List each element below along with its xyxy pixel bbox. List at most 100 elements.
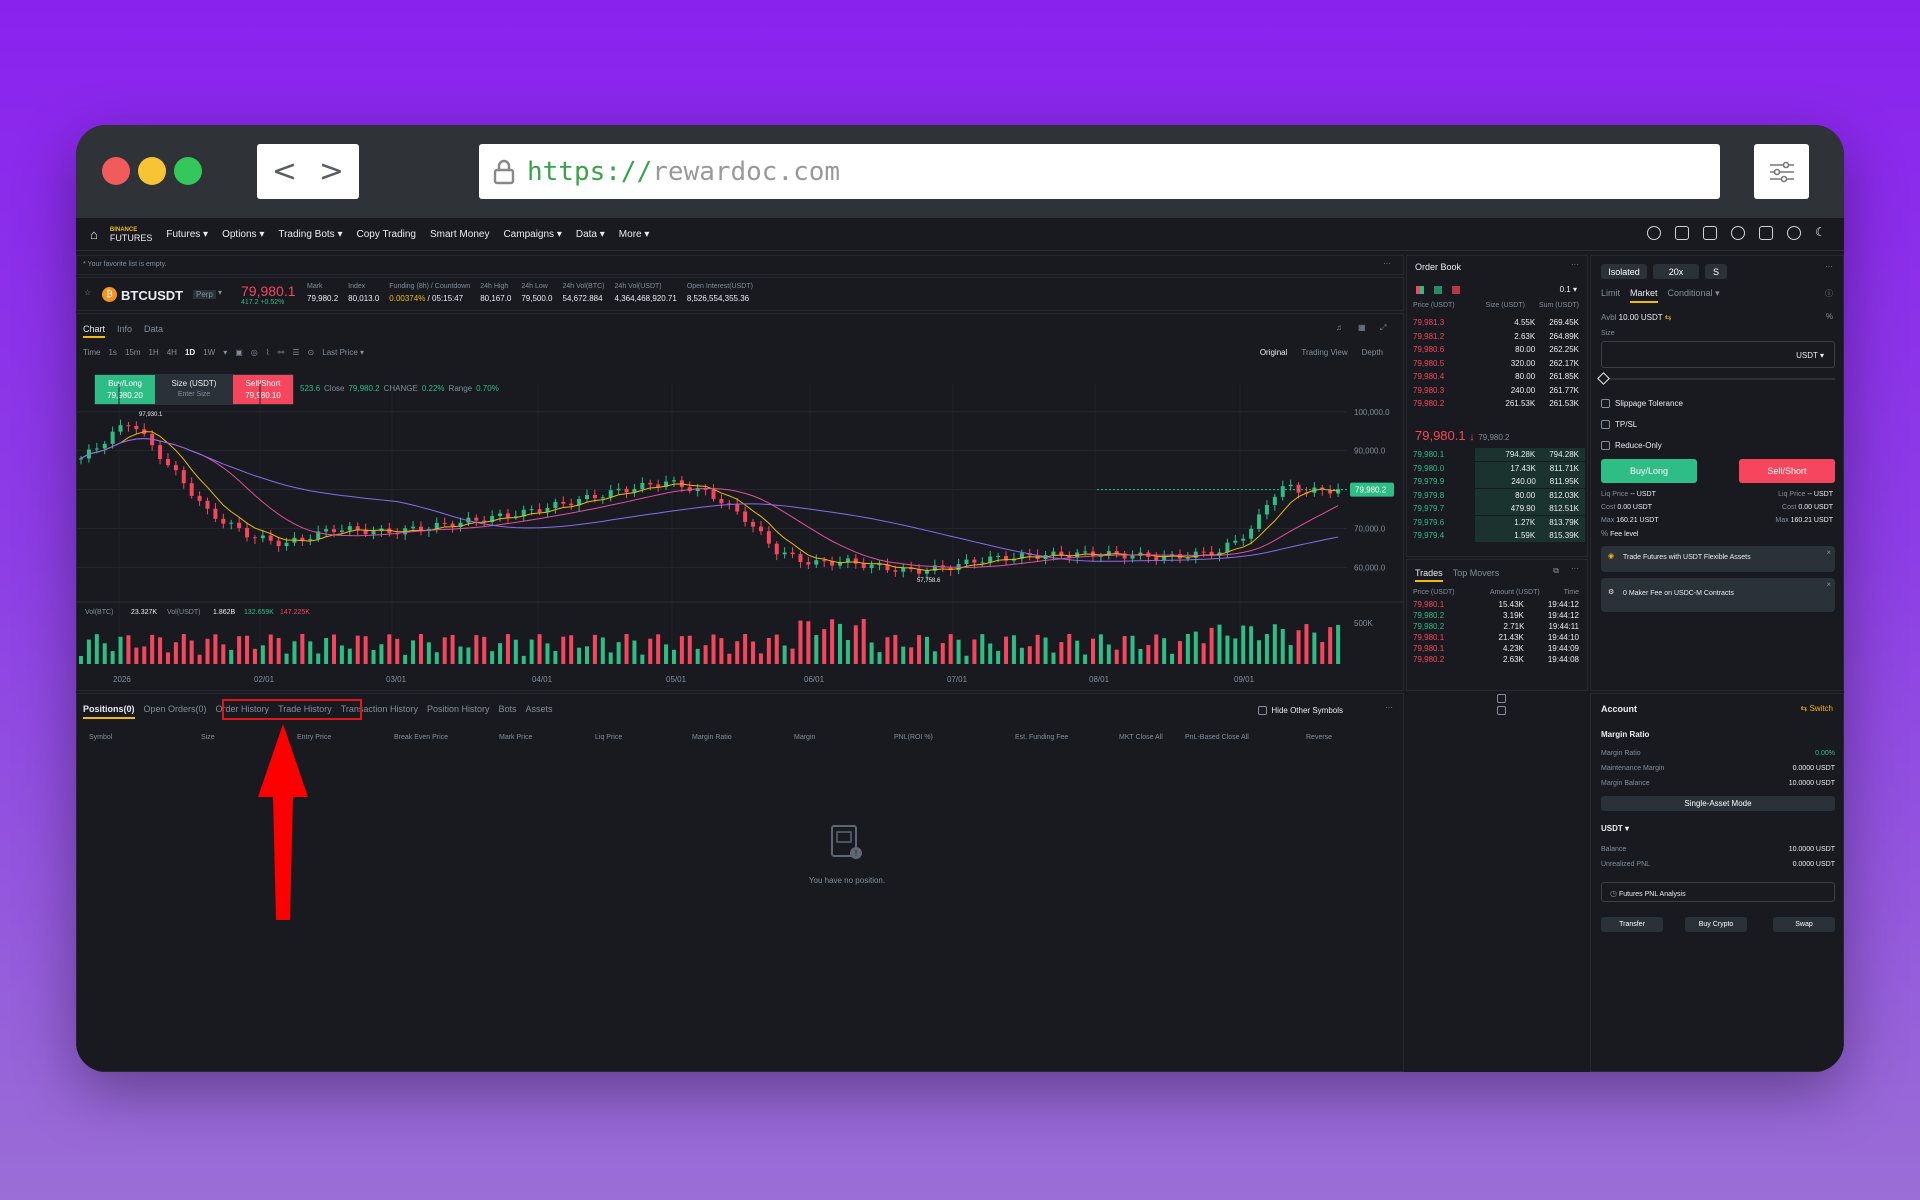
settings-sliders-button[interactable]	[1754, 144, 1809, 199]
more-dots-icon[interactable]: ···	[1383, 259, 1391, 268]
interval-time[interactable]: Time	[83, 348, 101, 357]
settings-icon[interactable]	[1787, 226, 1801, 240]
margin-mode-button[interactable]: Isolated	[1601, 264, 1647, 279]
buy-crypto-button[interactable]: Buy Crypto	[1685, 917, 1747, 932]
tab-open-orders[interactable]: Open Orders(0)	[143, 704, 207, 714]
fee-level-link[interactable]: % Fee level	[1601, 529, 1639, 538]
size-slider[interactable]	[1601, 378, 1835, 380]
tab-data[interactable]: Data	[144, 324, 164, 334]
interval-1d[interactable]: 1D	[184, 348, 196, 357]
tab-order-history[interactable]: Order History	[215, 704, 270, 714]
ask-row[interactable]: 79,981.3 4.55K 269.45K	[1413, 316, 1579, 329]
bid-row[interactable]: 79,979.8 80.00 812.03K	[1413, 488, 1585, 502]
tab-trade-history[interactable]: Trade History	[278, 704, 332, 714]
ask-row[interactable]: 79,980.3 240.00 261.77K	[1413, 384, 1579, 397]
single-asset-mode-button[interactable]: Single-Asset Mode	[1601, 796, 1835, 811]
hide-other-checkbox[interactable]	[1258, 706, 1268, 715]
tab-bots[interactable]: Bots	[498, 704, 517, 714]
interval-1s[interactable]: 1s	[108, 348, 117, 357]
ask-row[interactable]: 79,980.6 80.00 262.25K	[1413, 343, 1579, 356]
address-bar[interactable]: https://rewardoc.com	[479, 144, 1720, 199]
binance-futures-logo[interactable]: BINANCE FUTURES	[109, 227, 153, 243]
reduce-only-checkbox[interactable]	[1601, 441, 1610, 450]
book-both-view-icon[interactable]	[1416, 286, 1424, 294]
symbol-name[interactable]: BTCUSDT	[121, 288, 184, 303]
sell-short-button[interactable]: Sell/Short	[1739, 459, 1835, 483]
tab-transaction-history[interactable]: Transaction History	[340, 704, 418, 714]
tab-info[interactable]: Info	[117, 324, 133, 334]
interval-1h[interactable]: 1H	[148, 348, 159, 357]
nav-options[interactable]: Options ▾	[222, 228, 265, 240]
nav-data[interactable]: Data ▾	[575, 228, 605, 240]
close-icon[interactable]: ×	[1826, 580, 1831, 589]
price-chart[interactable]: 100,000.090,000.080,000.070,000.060,000.…	[77, 364, 1403, 690]
bid-row[interactable]: 79,979.9 240.00 811.95K	[1413, 475, 1585, 488]
minimize-window-button[interactable]	[138, 157, 166, 185]
interval-4h[interactable]: 4H	[166, 348, 177, 357]
nav-more[interactable]: More ▾	[618, 228, 650, 240]
buy-long-button[interactable]: Buy/Long	[1601, 459, 1697, 483]
forward-button[interactable]: >	[304, 144, 359, 199]
bid-row[interactable]: 79,980.0 17.43K 811.71K	[1413, 461, 1585, 475]
profile-icon[interactable]	[1647, 226, 1661, 240]
back-button[interactable]: <	[257, 144, 312, 199]
tab-positions[interactable]: Positions(0)	[83, 704, 135, 719]
nav-trading-bots[interactable]: Trading Bots ▾	[278, 228, 343, 240]
wallet-icon[interactable]	[1675, 226, 1689, 240]
book-asks-view-icon[interactable]	[1452, 286, 1460, 294]
symbol-dropdown-icon[interactable]: ▾	[218, 288, 223, 297]
bid-row[interactable]: 79,979.7 479.90 812.51K	[1413, 502, 1585, 515]
more-dots-icon[interactable]: ···	[1825, 262, 1833, 271]
expand-icon[interactable]: ⤢	[1380, 323, 1387, 332]
tab-position-history[interactable]: Position History	[426, 704, 490, 714]
size-unit-select[interactable]: USDT ▾	[1796, 351, 1824, 360]
more-dots-icon[interactable]: ···	[1571, 260, 1579, 269]
transfer-button[interactable]: Transfer	[1601, 917, 1663, 932]
promo-maker-fee[interactable]: ⚙ 0 Maker Fee on USDC-M Contracts ×	[1601, 578, 1835, 612]
orders-icon[interactable]	[1703, 226, 1717, 240]
ask-row[interactable]: 79,980.5 320.00 262.17K	[1413, 357, 1579, 370]
bell-icon[interactable]: ♫	[1336, 323, 1342, 332]
grid-icon[interactable]: ▦	[1358, 323, 1366, 332]
price-type-select[interactable]: Last Price ▾	[322, 348, 365, 357]
calculator-icon[interactable]: %	[1825, 312, 1833, 321]
leverage-button[interactable]: 20x	[1653, 264, 1699, 279]
tab-limit[interactable]: Limit	[1601, 288, 1621, 298]
promo-flexible-assets[interactable]: ◉ Trade Futures with USDT Flexible Assets…	[1601, 546, 1835, 572]
asset-select[interactable]: USDT ▾	[1601, 824, 1630, 833]
quick-buy-button[interactable]: Buy/Long 79,980.20	[95, 375, 155, 404]
moon-icon[interactable]: ☾	[1815, 225, 1826, 239]
tab-trades[interactable]: Trades	[1415, 568, 1443, 582]
popout-icon[interactable]: ⧉	[1553, 566, 1559, 575]
quick-sell-button[interactable]: Sell/Short 79,980.10	[233, 375, 293, 404]
indicator-icon[interactable]: ◎	[250, 348, 258, 357]
download-icon[interactable]	[1759, 226, 1773, 240]
view-depth[interactable]: Depth	[1361, 348, 1383, 357]
slippage-checkbox[interactable]	[1601, 399, 1610, 408]
ask-row[interactable]: 79,980.4 80.00 261.85K	[1413, 370, 1579, 383]
switch-link[interactable]: ⇆ Switch	[1800, 704, 1834, 713]
layout-icon[interactable]: ☰	[292, 348, 300, 357]
tab-market[interactable]: Market	[1630, 288, 1658, 303]
info-icon[interactable]: ⓘ	[1825, 289, 1833, 298]
home-icon[interactable]: ⌂	[90, 226, 98, 242]
tab-chart[interactable]: Chart	[83, 324, 106, 338]
view-original[interactable]: Original	[1259, 348, 1288, 357]
bid-row[interactable]: 79,979.4 1.59K 815.39K	[1413, 529, 1585, 542]
ask-row[interactable]: 79,980.2 261.53K 261.53K	[1413, 397, 1579, 410]
nav-copy-trading[interactable]: Copy Trading	[356, 228, 416, 240]
tab-top-movers[interactable]: Top Movers	[1452, 568, 1500, 578]
size-input[interactable]: USDT ▾	[1601, 341, 1835, 368]
close-window-button[interactable]	[102, 157, 130, 185]
nav-campaigns[interactable]: Campaigns ▾	[503, 228, 562, 240]
ask-row[interactable]: 79,981.2 2.63K 264.89K	[1413, 330, 1579, 343]
hide-other-symbols[interactable]: Hide Other Symbols	[1258, 706, 1343, 715]
book-bids-view-icon[interactable]	[1434, 286, 1442, 294]
pnl-analysis-button[interactable]: ◷ Futures PNL Analysis	[1601, 882, 1835, 902]
more-dots-icon[interactable]: ···	[1571, 564, 1579, 573]
precision-select[interactable]: 0.1 ▾	[1559, 285, 1577, 294]
globe-icon[interactable]	[1731, 226, 1745, 240]
asset-mode-button[interactable]: S	[1705, 264, 1727, 279]
bid-row[interactable]: 79,980.1 794.28K 794.28K	[1413, 448, 1585, 461]
tab-conditional[interactable]: Conditional ▾	[1667, 288, 1720, 298]
